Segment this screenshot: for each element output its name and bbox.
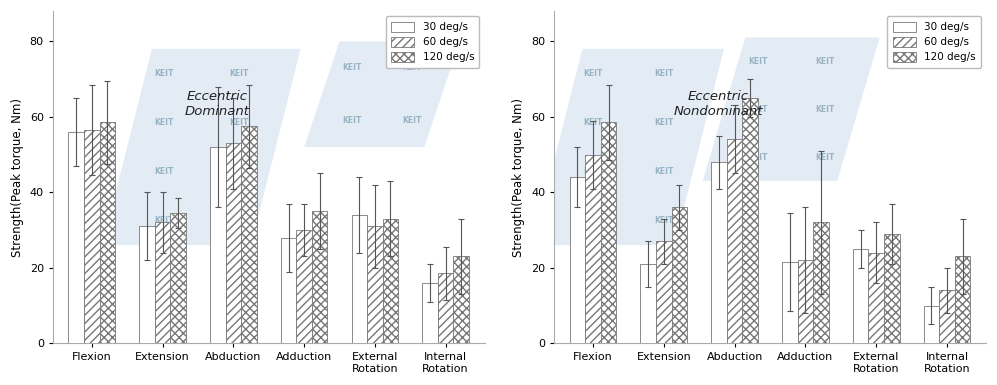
Text: KEIT: KEIT [816, 152, 834, 162]
Text: KEIT: KEIT [816, 105, 834, 114]
Bar [170, 213, 185, 343]
Bar [814, 223, 829, 343]
Polygon shape [103, 49, 300, 245]
Bar [438, 273, 454, 343]
Legend: 30 deg/s, 60 deg/s, 120 deg/s: 30 deg/s, 60 deg/s, 120 deg/s [386, 16, 480, 68]
Text: KEIT: KEIT [748, 105, 768, 114]
Bar [782, 262, 798, 343]
Y-axis label: Strength(Peak torque, Nm): Strength(Peak torque, Nm) [11, 98, 24, 257]
Bar [656, 241, 672, 343]
Text: KEIT: KEIT [583, 216, 603, 225]
Bar [727, 139, 743, 343]
Bar [383, 219, 398, 343]
Bar [241, 126, 256, 343]
Text: KEIT: KEIT [654, 216, 674, 225]
Bar [140, 226, 155, 343]
Text: Eccentric
Nondominant: Eccentric Nondominant [673, 90, 763, 118]
Text: KEIT: KEIT [748, 152, 768, 162]
Bar [868, 253, 884, 343]
Bar [640, 264, 656, 343]
Bar [84, 130, 100, 343]
Text: KEIT: KEIT [654, 118, 674, 127]
Bar [798, 260, 814, 343]
Bar [939, 290, 955, 343]
Y-axis label: Strength(Peak torque, Nm): Strength(Peak torque, Nm) [512, 98, 525, 257]
Polygon shape [532, 49, 724, 245]
Text: KEIT: KEIT [403, 63, 422, 72]
Bar [852, 249, 868, 343]
Text: KEIT: KEIT [583, 167, 603, 176]
Text: KEIT: KEIT [342, 116, 362, 125]
Text: KEIT: KEIT [229, 167, 248, 176]
Text: KEIT: KEIT [583, 118, 603, 127]
Text: KEIT: KEIT [748, 57, 768, 66]
Text: Eccentric
Dominant: Eccentric Dominant [184, 90, 249, 118]
Bar [955, 256, 970, 343]
Text: KEIT: KEIT [229, 216, 248, 225]
Bar [367, 226, 383, 343]
Text: KEIT: KEIT [155, 216, 174, 225]
Bar [281, 238, 296, 343]
Text: KEIT: KEIT [654, 69, 674, 78]
Bar [352, 215, 367, 343]
Bar [569, 177, 585, 343]
Bar [155, 223, 170, 343]
Polygon shape [304, 41, 460, 147]
Text: KEIT: KEIT [816, 57, 834, 66]
Text: KEIT: KEIT [155, 118, 174, 127]
Text: KEIT: KEIT [583, 69, 603, 78]
Bar [601, 122, 616, 343]
Bar [454, 256, 469, 343]
Bar [585, 154, 601, 343]
Text: KEIT: KEIT [654, 167, 674, 176]
Bar [884, 234, 899, 343]
Bar [210, 147, 225, 343]
Bar [312, 211, 327, 343]
Polygon shape [703, 37, 879, 181]
Text: KEIT: KEIT [342, 63, 362, 72]
Text: KEIT: KEIT [403, 116, 422, 125]
Bar [69, 132, 84, 343]
Text: KEIT: KEIT [155, 167, 174, 176]
Bar [100, 122, 115, 343]
Text: KEIT: KEIT [229, 69, 248, 78]
Bar [711, 162, 727, 343]
Bar [296, 230, 312, 343]
Bar [225, 143, 241, 343]
Text: KEIT: KEIT [155, 69, 174, 78]
Bar [743, 98, 758, 343]
Text: KEIT: KEIT [229, 118, 248, 127]
Legend: 30 deg/s, 60 deg/s, 120 deg/s: 30 deg/s, 60 deg/s, 120 deg/s [887, 16, 981, 68]
Bar [923, 306, 939, 343]
Bar [672, 208, 687, 343]
Bar [423, 283, 438, 343]
